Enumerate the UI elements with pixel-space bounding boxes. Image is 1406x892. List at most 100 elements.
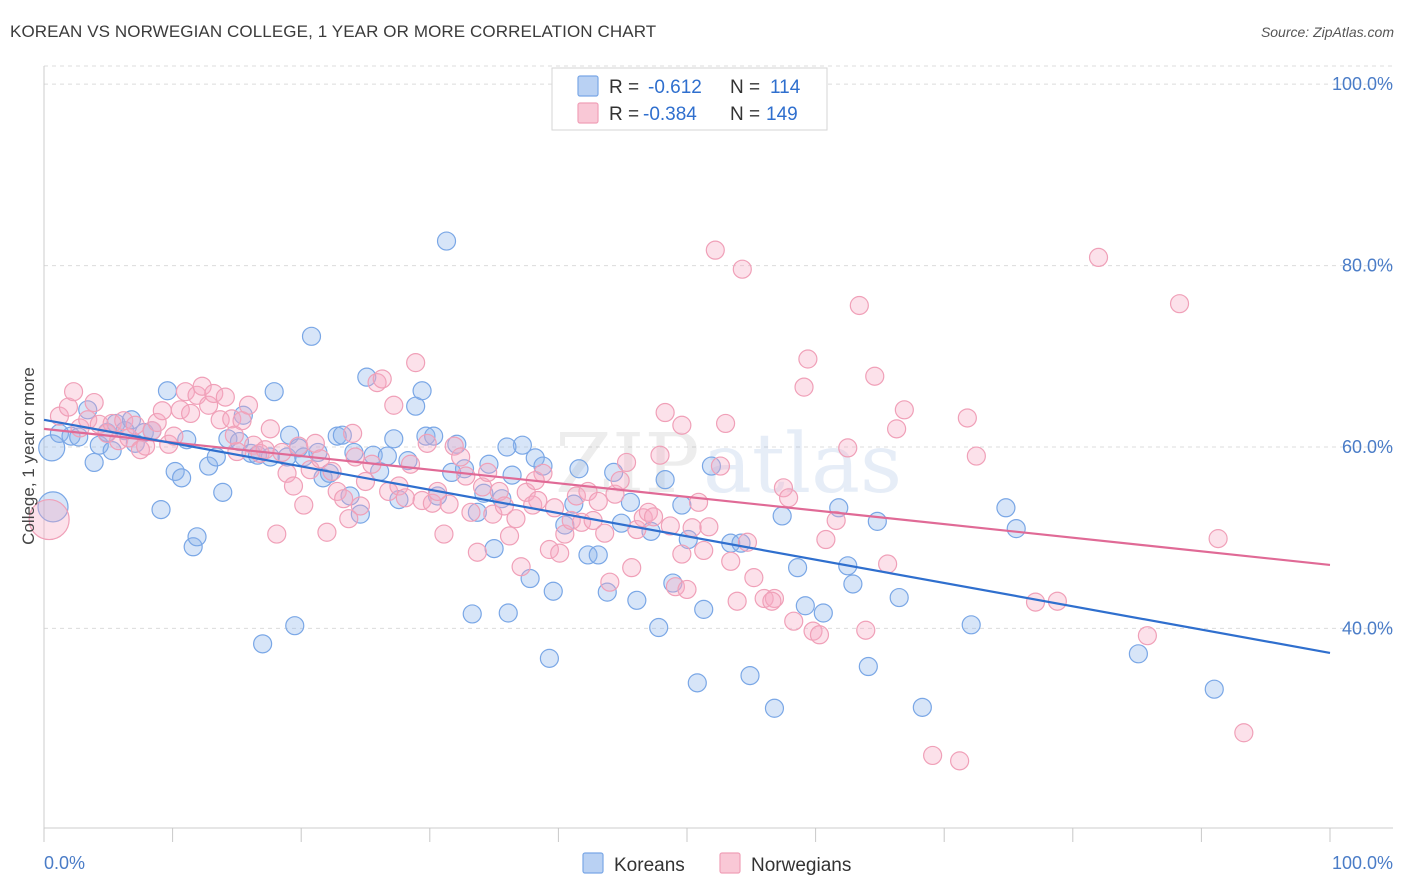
norwegian-point xyxy=(672,544,692,564)
norwegian-point xyxy=(1137,626,1157,646)
korean-point xyxy=(539,648,559,668)
korean-point xyxy=(912,697,932,717)
korean-point xyxy=(502,465,522,485)
norwegian-point xyxy=(1208,529,1228,549)
norwegian-point xyxy=(355,471,376,492)
norwegian-point xyxy=(682,518,702,538)
korean-point xyxy=(416,426,436,446)
norwegian-point xyxy=(764,588,785,609)
norwegian-point xyxy=(444,436,464,456)
norwegian-point xyxy=(966,446,986,466)
chart-title: KOREAN VS NORWEGIAN COLLEGE, 1 YEAR OR M… xyxy=(10,22,657,41)
korean-point xyxy=(350,504,370,524)
korean-point xyxy=(672,495,692,515)
watermark: ZIP atlas xyxy=(555,417,902,512)
norwegian-point xyxy=(192,376,212,396)
norwegian-point xyxy=(367,372,387,393)
korean-point xyxy=(663,573,683,593)
axes xyxy=(43,66,1393,829)
korean-point xyxy=(398,451,418,471)
norwegian-point xyxy=(957,408,977,428)
norwegian-point xyxy=(784,611,804,631)
korean-point xyxy=(764,698,785,718)
norwegian-point xyxy=(125,415,145,435)
norwegian-point xyxy=(878,554,898,574)
norwegian-point xyxy=(838,438,858,458)
norwegian-point xyxy=(499,526,520,546)
norwegian-point xyxy=(334,489,354,509)
norwegian-point xyxy=(400,454,421,474)
norwegian-point xyxy=(816,529,836,550)
norwegian-point xyxy=(856,620,876,640)
norwegian-point xyxy=(130,440,151,460)
korean-point xyxy=(649,617,669,638)
legend-r-value-korean: -0.612 xyxy=(648,77,702,98)
norwegian-point xyxy=(395,488,415,508)
norwegian-point xyxy=(478,462,498,482)
norwegian-point xyxy=(616,452,637,473)
norwegian-point xyxy=(215,387,235,407)
korean-point xyxy=(569,459,589,479)
norwegian-point xyxy=(1025,592,1046,612)
norwegian-point xyxy=(417,433,437,453)
korean-point xyxy=(787,558,808,578)
norwegian-point xyxy=(710,456,731,476)
bottom-legend: Koreans Norwegians xyxy=(582,852,851,876)
korean-point xyxy=(151,499,171,520)
norwegian-point xyxy=(699,517,719,537)
y-axis-title: College, 1 year or more xyxy=(19,367,38,545)
korean-point xyxy=(157,381,178,401)
korean-point xyxy=(172,468,192,488)
norwegian-point xyxy=(826,510,846,531)
y-tick-label: 100.0% xyxy=(1332,74,1393,94)
norwegian-point xyxy=(506,509,526,529)
bottom-legend-swatch-norwegian xyxy=(719,852,741,874)
korean-point xyxy=(627,590,647,610)
norwegian-point xyxy=(204,383,224,404)
korean-point xyxy=(655,470,675,490)
korean-point xyxy=(961,615,981,635)
norwegian-point xyxy=(350,496,370,516)
watermark-atlas: atlas xyxy=(703,417,902,512)
norwegian-point xyxy=(467,542,487,562)
korean-point xyxy=(38,434,66,462)
norwegian-point xyxy=(238,395,259,415)
grid-lines xyxy=(44,65,1393,629)
norwegian-point xyxy=(28,498,70,541)
y-tick-label: 40.0% xyxy=(1342,618,1393,638)
norwegian-point xyxy=(894,400,914,420)
norwegian-point xyxy=(1169,294,1190,314)
norwegian-point xyxy=(550,543,570,563)
legend: R = -0.612 N = 114 R = -0.384 N = 149 xyxy=(551,67,828,131)
norwegian-point xyxy=(865,366,885,386)
korean-point xyxy=(497,437,517,457)
korean-point xyxy=(467,502,487,522)
norwegian-point xyxy=(489,481,509,502)
norwegian-point xyxy=(528,490,548,511)
norwegian-point xyxy=(199,395,219,415)
norwegian-point xyxy=(803,621,823,641)
norwegian-point xyxy=(439,494,459,514)
norwegian-point xyxy=(456,466,476,486)
norwegian-point xyxy=(1088,247,1109,268)
legend-swatch-norwegian xyxy=(577,102,599,124)
korean-point xyxy=(1204,679,1224,699)
norwegian-point xyxy=(384,395,404,415)
korean-point xyxy=(389,490,409,510)
norwegian-point xyxy=(267,524,287,544)
korean-trend-line xyxy=(43,418,1331,655)
norwegian-point xyxy=(595,523,615,543)
legend-n-value-norwegian: 149 xyxy=(766,104,798,125)
norwegian-point xyxy=(600,572,620,592)
norwegian-point xyxy=(809,625,830,645)
norwegian-trend-line xyxy=(43,427,1331,567)
norwegian-point xyxy=(887,419,907,439)
norwegian-point xyxy=(715,413,736,434)
legend-n-label-norwegian: N = xyxy=(730,104,760,125)
korean-point xyxy=(525,448,545,468)
y-tick-label: 60.0% xyxy=(1342,437,1393,457)
korean-point xyxy=(384,429,404,449)
norwegian-point xyxy=(672,415,692,435)
korean-point xyxy=(462,604,482,624)
